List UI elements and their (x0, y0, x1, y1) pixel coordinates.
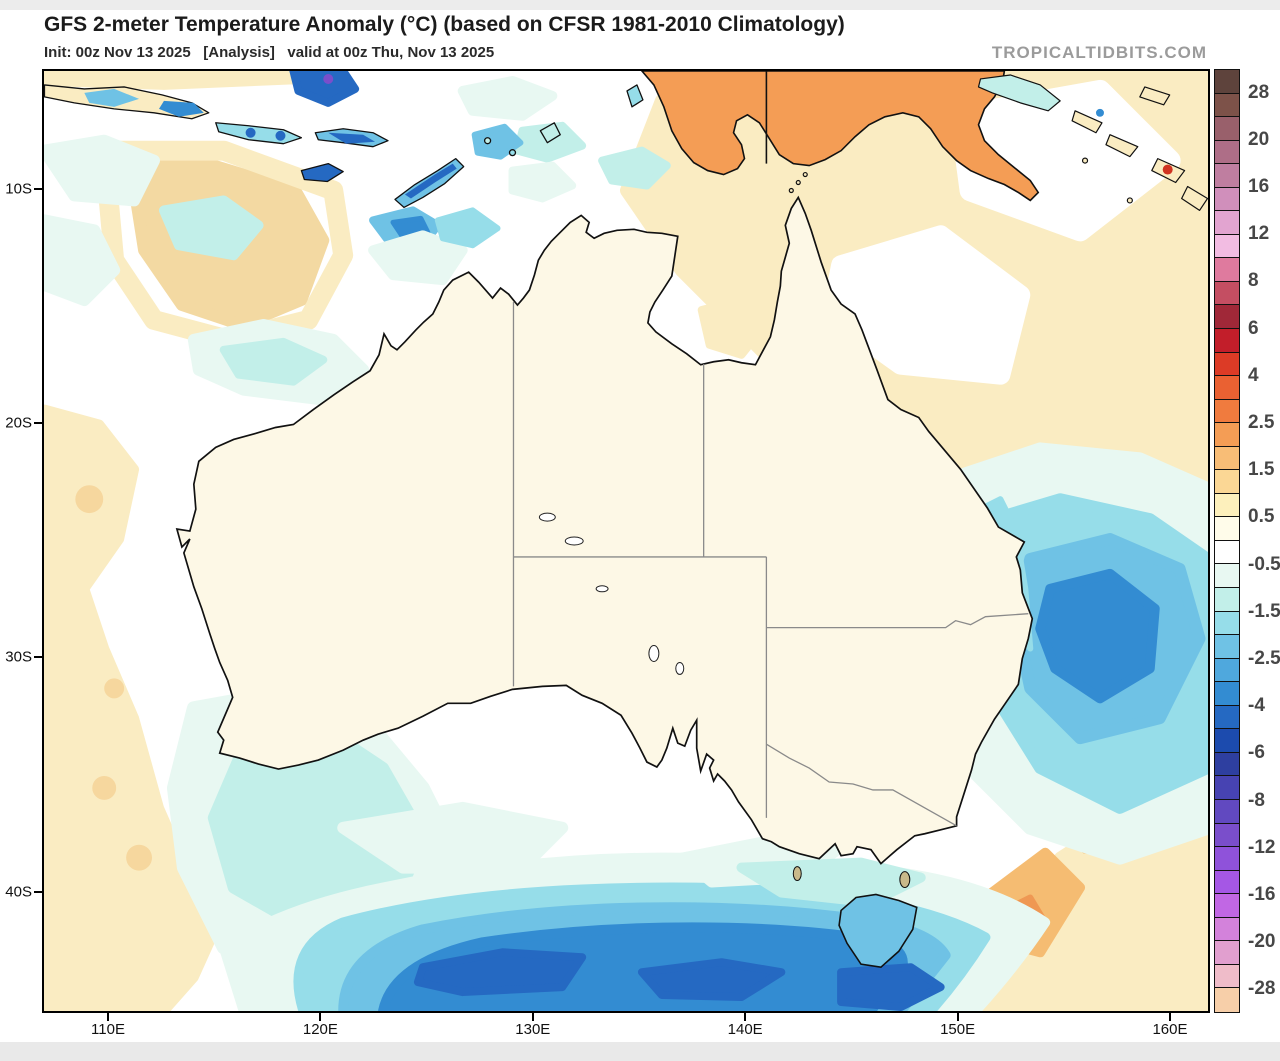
colorbar-cell--2.5-to--3 (1215, 658, 1239, 683)
x-axis-label: 160E (1152, 1021, 1188, 1038)
x-axis-tick (956, 1013, 959, 1021)
colorbar-cell--3-to--4 (1215, 682, 1239, 706)
state-borders (512, 288, 1029, 827)
colorbar-cell-0.5-to-0 (1215, 517, 1239, 541)
colorbar-cell--10-to--12 (1215, 823, 1239, 848)
x-axis-label: 150E (940, 1021, 976, 1038)
y-axis-label: 20S (5, 414, 32, 432)
colorbar-cell-8-to-7 (1215, 281, 1239, 306)
y-axis-label: 30S (5, 648, 32, 666)
salt-lakes (538, 512, 685, 675)
site-credit: TROPICALTIDBITS.COM (991, 43, 1207, 62)
colorbar-cell--5-to--6 (1215, 729, 1239, 753)
y-axis-label: 10S (5, 180, 32, 198)
x-axis-tick (107, 1013, 109, 1021)
colorbar-cell--12-to--14 (1215, 847, 1239, 871)
colorbar-cell-14-to-12 (1215, 211, 1239, 235)
colorbar-tick-label: -16 (1248, 884, 1276, 905)
colorbar-cell--20-to--24 (1215, 941, 1239, 965)
x-axis-label: 140E (727, 1021, 763, 1038)
colorbar-tick-label: 28 (1248, 81, 1270, 103)
colorbar-cell--4-to--5 (1215, 705, 1239, 730)
colorbar-cell-20-to-18 (1215, 140, 1239, 165)
colorbar-tick-label: -2.5 (1248, 648, 1280, 669)
colorbar-tick-label: 1.5 (1248, 459, 1275, 481)
colorbar-tick-label: 0.5 (1248, 506, 1275, 528)
colorbar-cell--16-to--18 (1215, 894, 1239, 918)
colorbar-tick-label: 20 (1248, 128, 1270, 150)
anomaly-map-canvas (44, 71, 1208, 1011)
colorbar-cell-6-to-5 (1215, 329, 1239, 353)
colorbar-cell--24-to--28 (1215, 964, 1239, 989)
colorbar (1214, 69, 1240, 1013)
page-title: GFS 2-meter Temperature Anomaly (°C) (ba… (44, 13, 845, 36)
y-axis-tick (34, 422, 42, 425)
colorbar-tick-label: 4 (1248, 364, 1259, 386)
colorbar-cell-10-to-8 (1215, 258, 1239, 282)
colorbar-cell--1-to--1.5 (1215, 588, 1239, 612)
colorbar-tick-label: 16 (1248, 176, 1270, 197)
colorbar-cell-4-to-3 (1215, 376, 1239, 400)
colorbar-cell--0.5-to--1 (1215, 564, 1239, 589)
colorbar-cell-16-to-14 (1215, 187, 1239, 212)
indonesia-islands (44, 84, 644, 209)
colorbar-cell--28-to--30 (1215, 988, 1239, 1012)
colorbar-tick-label: 12 (1248, 223, 1270, 245)
colorbar-cell-30-to-28 (1215, 70, 1239, 94)
y-axis-tick (34, 656, 42, 659)
colorbar-tick-label: -1.5 (1248, 600, 1280, 622)
colorbar-cell--7-to--8 (1215, 776, 1239, 800)
x-axis-tick (319, 1013, 322, 1021)
bottom-margin-strip (0, 1042, 1280, 1061)
colorbar-tick-label: -6 (1248, 742, 1265, 764)
x-axis-tick (531, 1013, 534, 1021)
colorbar-cell-5-to-4 (1215, 352, 1239, 377)
solomon-islands-chain (788, 74, 1208, 212)
map-frame (42, 69, 1210, 1013)
init-valid-line: Init: 00z Nov 13 2025 [Analysis] valid a… (44, 44, 495, 61)
colorbar-tick-label: -0.5 (1248, 553, 1280, 575)
colorbar-cell-12-to-10 (1215, 234, 1239, 259)
bass-strait-islands (792, 866, 911, 889)
colorbar-cell--2-to--2.5 (1215, 635, 1239, 659)
colorbar-cell--1.5-to--2 (1215, 611, 1239, 636)
y-axis-tick (34, 890, 42, 893)
colorbar-cell--6-to--7 (1215, 752, 1239, 777)
x-axis-label: 110E (91, 1021, 125, 1038)
colorbar-cell-24-to-20 (1215, 117, 1239, 141)
colorbar-cell-18-to-16 (1215, 164, 1239, 188)
colorbar-tick-label: -12 (1248, 836, 1276, 858)
colorbar-tick-label: 6 (1248, 317, 1259, 339)
colorbar-tick-label: 2.5 (1248, 412, 1275, 433)
colorbar-cell-2-to-1.5 (1215, 446, 1239, 471)
colorbar-cell--8-to--10 (1215, 799, 1239, 824)
x-axis-label: 130E (515, 1021, 551, 1038)
colorbar-cell-2.5-to-2 (1215, 423, 1239, 447)
colorbar-cell--18-to--20 (1215, 917, 1239, 942)
colorbar-cell-3-to-2.5 (1215, 399, 1239, 424)
y-axis-tick (34, 188, 42, 190)
colorbar-cell-0-to--0.5 (1215, 540, 1239, 565)
x-axis-tick (744, 1013, 747, 1021)
x-axis-tick (1169, 1013, 1171, 1021)
colorbar-tick-label: -8 (1248, 789, 1265, 811)
colorbar-cell-7-to-6 (1215, 305, 1239, 330)
colorbar-tick-label: -20 (1248, 931, 1276, 953)
x-axis-label: 120E (302, 1021, 338, 1038)
colorbar-tick-label: -28 (1248, 978, 1276, 1000)
colorbar-tick-label: -4 (1248, 695, 1265, 717)
top-margin-strip (0, 0, 1280, 10)
colorbar-cell-1-to-0.5 (1215, 493, 1239, 518)
colorbar-cell-1.5-to-1 (1215, 470, 1239, 494)
colorbar-cell--14-to--16 (1215, 870, 1239, 895)
colorbar-tick-label: 8 (1248, 270, 1259, 292)
y-axis-label: 40S (5, 883, 32, 901)
colorbar-cell-28-to-24 (1215, 93, 1239, 118)
